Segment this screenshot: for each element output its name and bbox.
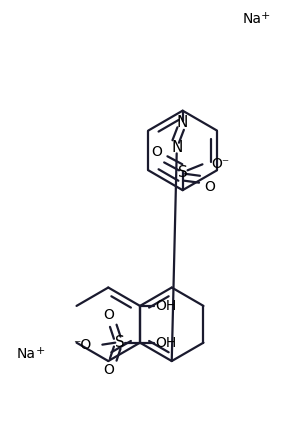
Text: O: O xyxy=(204,180,215,194)
Text: ⁻O: ⁻O xyxy=(73,338,92,352)
Text: N: N xyxy=(177,115,188,130)
Text: +: + xyxy=(261,11,271,21)
Text: O: O xyxy=(103,308,114,322)
Text: O: O xyxy=(103,363,114,378)
Text: S: S xyxy=(115,335,125,350)
Text: Na: Na xyxy=(17,347,36,361)
Text: S: S xyxy=(178,165,188,180)
Text: O: O xyxy=(151,145,162,160)
Text: Na: Na xyxy=(242,12,262,26)
Text: OH: OH xyxy=(155,299,176,313)
Text: +: + xyxy=(35,346,45,356)
Text: N: N xyxy=(171,140,182,155)
Text: O⁻: O⁻ xyxy=(211,157,229,171)
Text: OH: OH xyxy=(155,335,176,350)
